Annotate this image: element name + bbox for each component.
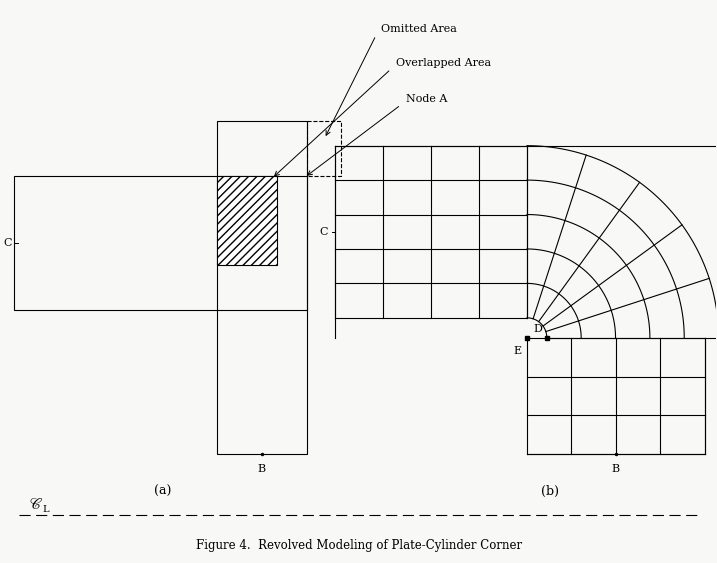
Text: C: C bbox=[3, 238, 11, 248]
Bar bbox=[307, 121, 341, 176]
Text: Figure 4.  Revolved Modeling of Plate-Cylinder Corner: Figure 4. Revolved Modeling of Plate-Cyl… bbox=[196, 539, 522, 552]
Text: Overlapped Area: Overlapped Area bbox=[396, 58, 491, 68]
Text: Omitted Area: Omitted Area bbox=[381, 24, 457, 34]
Text: (b): (b) bbox=[541, 484, 559, 498]
Bar bbox=[217, 121, 307, 454]
Bar bbox=[14, 176, 307, 310]
Text: B: B bbox=[612, 464, 620, 474]
Text: B: B bbox=[258, 464, 266, 474]
Text: D: D bbox=[533, 324, 542, 334]
Text: $\mathscr{C}$: $\mathscr{C}$ bbox=[29, 497, 42, 512]
Text: C: C bbox=[319, 227, 328, 237]
Text: Node A: Node A bbox=[406, 94, 447, 104]
Text: L: L bbox=[42, 505, 49, 514]
Text: E: E bbox=[514, 346, 522, 356]
Text: (a): (a) bbox=[154, 484, 171, 498]
Bar bbox=[217, 176, 277, 265]
